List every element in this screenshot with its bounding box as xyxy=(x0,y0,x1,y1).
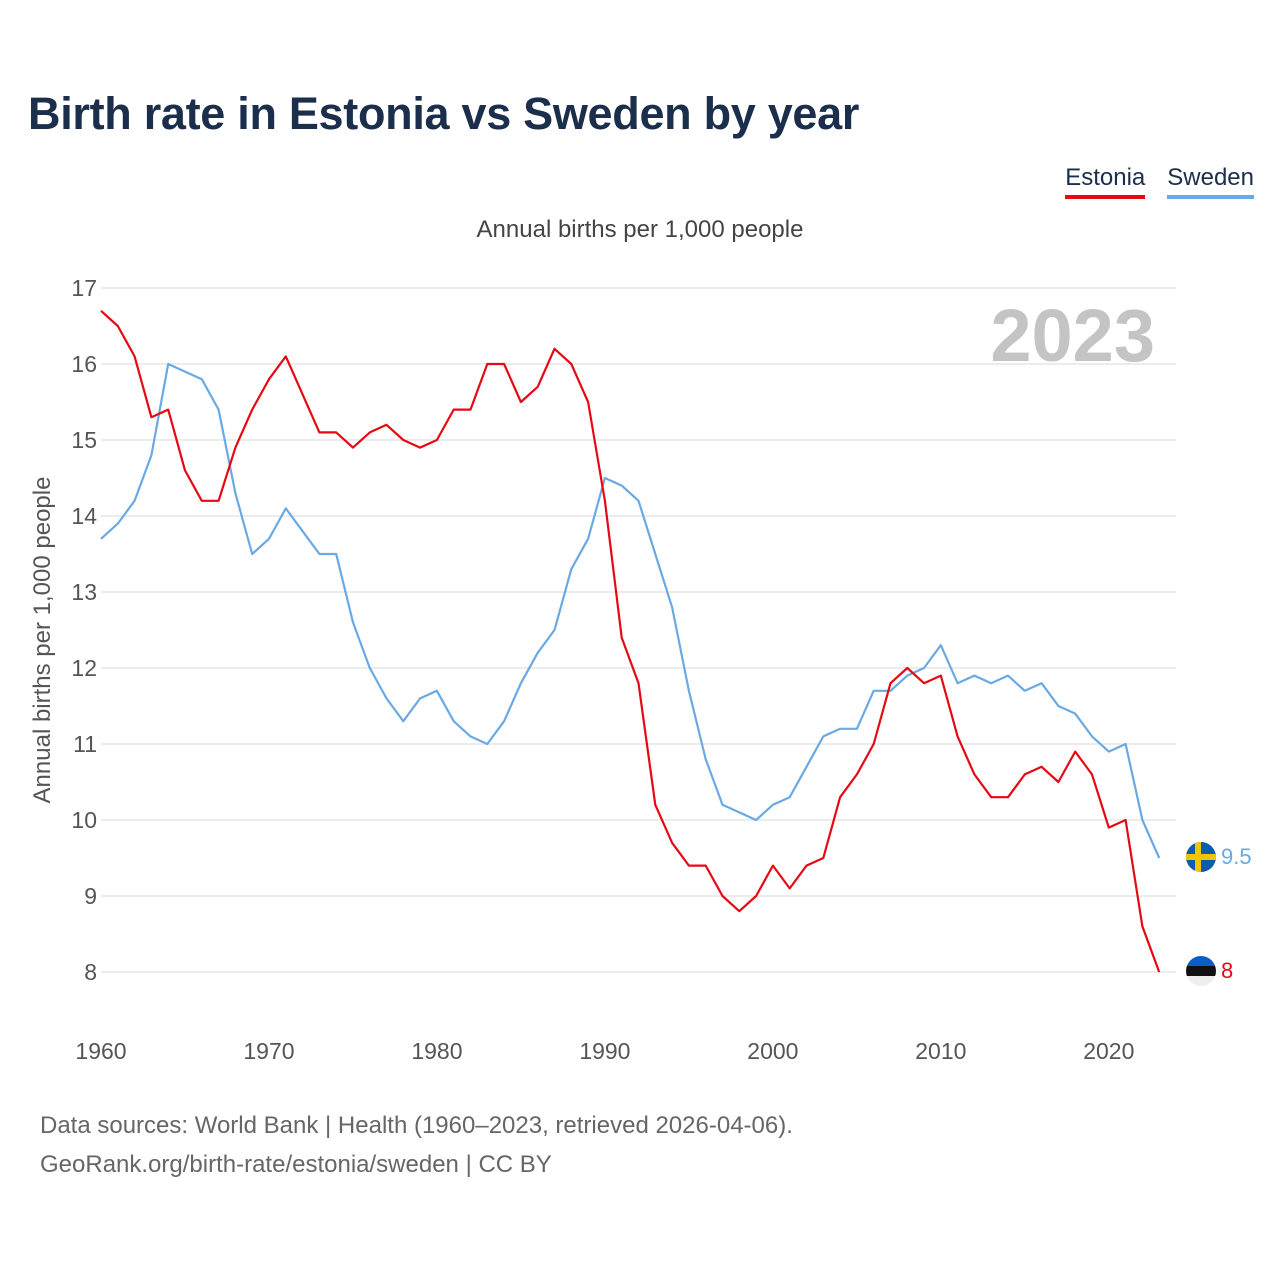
y-tick-label: 13 xyxy=(71,579,97,605)
x-tick-label: 2020 xyxy=(1083,1038,1134,1064)
y-tick-label: 14 xyxy=(71,503,97,529)
y-tick-label: 8 xyxy=(84,959,97,985)
series-line-estonia[interactable] xyxy=(100,309,1161,973)
x-tick-label: 1970 xyxy=(243,1038,294,1064)
chart-subtitle: Annual births per 1,000 people xyxy=(476,216,804,243)
y-tick-label: 15 xyxy=(71,427,97,453)
source-line-2[interactable]: GeoRank.org/birth-rate/estonia/sweden | … xyxy=(40,1151,552,1178)
y-tick-label: 17 xyxy=(71,275,97,301)
legend-item-estonia[interactable]: Estonia xyxy=(1065,164,1146,199)
y-tick-label: 16 xyxy=(71,351,97,377)
sweden-end-label: 9.5 xyxy=(1221,844,1252,869)
y-tick-label: 9 xyxy=(84,883,97,909)
y-tick-label: 10 xyxy=(71,807,97,833)
x-tick-label: 2000 xyxy=(747,1038,798,1064)
legend: Estonia Sweden xyxy=(1065,164,1254,199)
year-badge: 2023 xyxy=(990,294,1155,377)
estonia-flag-icon xyxy=(1186,956,1216,986)
y-axis-label: Annual births per 1,000 people xyxy=(29,477,56,804)
y-tick-label: 11 xyxy=(73,731,97,757)
x-tick-label: 1960 xyxy=(75,1038,126,1064)
source-line-1: Data sources: World Bank | Health (1960–… xyxy=(40,1112,793,1139)
x-tick-label: 2010 xyxy=(915,1038,966,1064)
estonia-end-label: 8 xyxy=(1221,958,1233,983)
x-tick-label: 1990 xyxy=(579,1038,630,1064)
y-tick-label: 12 xyxy=(71,655,97,681)
chart-title: Birth rate in Estonia vs Sweden by year xyxy=(28,88,860,139)
x-tick-label: 1980 xyxy=(411,1038,462,1064)
series-line-sweden[interactable] xyxy=(100,362,1161,859)
legend-item-sweden[interactable]: Sweden xyxy=(1167,164,1254,199)
sweden-flag-icon xyxy=(1186,842,1216,872)
source-note: Data sources: World Bank | Health (1960–… xyxy=(40,1106,793,1184)
